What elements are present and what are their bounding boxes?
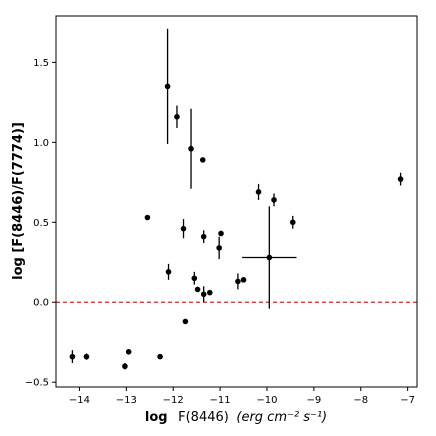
data-point	[200, 291, 207, 298]
data-point	[397, 176, 404, 182]
x-tick-label: −13	[116, 395, 137, 406]
x-axis-label: log F(8446) (erg cm⁻² s⁻¹)	[145, 410, 327, 425]
y-axis-ticks: −0.5 0.0 0.5 1.0 1.5	[25, 58, 56, 389]
x-tick-label: −14	[69, 395, 90, 406]
data-point	[194, 286, 201, 293]
data-point	[271, 197, 277, 203]
data-point	[200, 233, 207, 240]
data-point	[188, 145, 194, 152]
data-point	[144, 214, 151, 221]
data-point	[182, 318, 189, 325]
data-point	[240, 277, 247, 283]
data-point	[180, 225, 187, 232]
data-point	[191, 275, 198, 282]
data-point	[206, 289, 213, 296]
x-tick-label: −9	[306, 395, 321, 406]
data-point	[174, 113, 180, 120]
data-point-layer	[69, 83, 404, 370]
x-tick-label: −8	[353, 395, 368, 406]
x-tick-label: −10	[256, 395, 277, 406]
plot-frame	[55, 15, 418, 388]
x-tick-label: −7	[400, 395, 415, 406]
x-tick-label: −12	[163, 395, 184, 406]
y-tick-label: 1.5	[33, 58, 49, 69]
error-bar-layer	[71, 28, 402, 370]
data-point	[218, 230, 224, 237]
data-point	[199, 157, 206, 163]
data-point	[255, 189, 262, 195]
x-axis-label-units: (erg cm⁻² s⁻¹)	[236, 410, 327, 425]
y-tick-label: 0.0	[33, 298, 49, 309]
x-axis-label-prefix: log	[145, 410, 168, 425]
data-point	[83, 353, 90, 360]
x-tick-label: −11	[210, 395, 231, 406]
data-point	[157, 353, 163, 360]
y-tick-label: −0.5	[25, 378, 49, 389]
data-point	[266, 254, 273, 261]
data-point	[125, 349, 132, 355]
data-point	[216, 245, 222, 251]
y-axis-label: log [F(8446)/F(7774)]	[11, 122, 26, 280]
data-point	[69, 353, 76, 360]
data-point	[165, 269, 172, 275]
x-axis-label-quantity: F(8446)	[178, 410, 229, 425]
data-point	[164, 83, 171, 90]
data-point	[235, 278, 241, 285]
data-point	[289, 219, 296, 226]
y-tick-label: 1.0	[33, 138, 49, 149]
x-axis-ticks: −14 −13 −12 −11 −10 −9 −8 −7	[69, 387, 415, 406]
y-tick-label: 0.5	[33, 218, 49, 229]
data-point	[122, 363, 128, 370]
